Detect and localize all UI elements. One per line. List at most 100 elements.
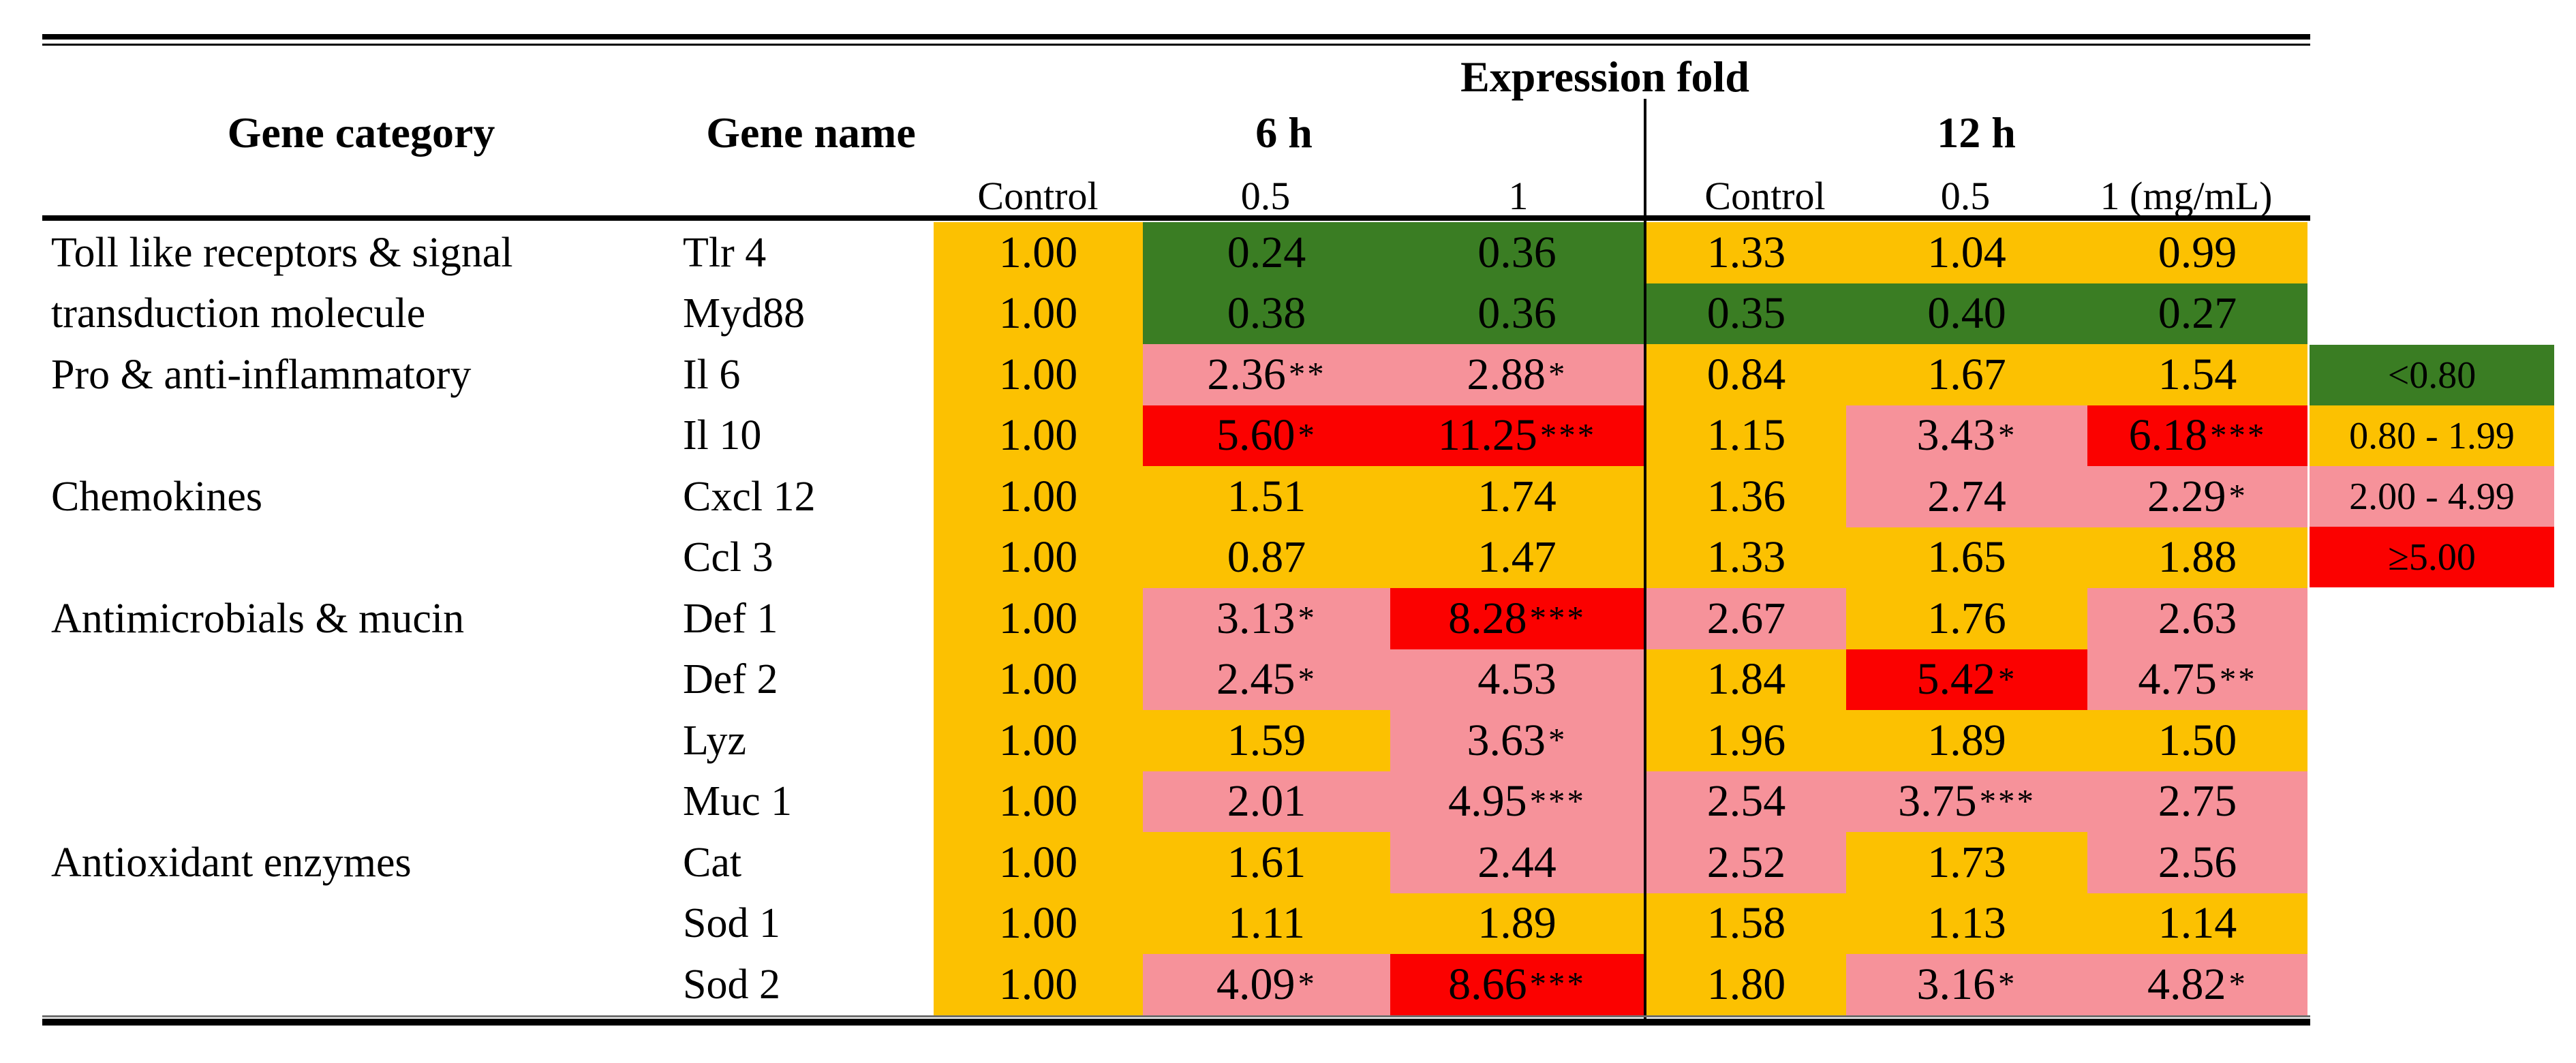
- cell-value: 1.00: [998, 532, 1078, 583]
- heatmap-cell: 0.35: [1646, 283, 1846, 344]
- cell-value: 1.50: [2158, 715, 2237, 765]
- cell-value: 3.75: [1898, 776, 1977, 827]
- significance-stars: *: [1298, 660, 1317, 698]
- heatmap-cell: 3.75 ***: [1846, 771, 2087, 832]
- heatmap-cell: 1.04: [1846, 222, 2087, 283]
- heatmap-cell: 1.33: [1646, 222, 1846, 283]
- cell-value: 1.65: [1927, 532, 2006, 583]
- col-header-6h: 6 h: [1255, 108, 1313, 157]
- cell-value: 1.11: [1227, 898, 1306, 949]
- significance-stars: ***: [1979, 782, 2036, 820]
- cell-value: 1.00: [998, 837, 1078, 887]
- cell-value: 2.01: [1227, 776, 1306, 827]
- significance-stars: *: [1298, 599, 1317, 637]
- cell-value: 1.67: [1927, 349, 2006, 399]
- significance-stars: ***: [1529, 782, 1586, 820]
- cell-value: 1.00: [998, 654, 1078, 705]
- cell-value: 4.95: [1448, 776, 1527, 827]
- cell-value: 3.13: [1216, 593, 1295, 643]
- heatmap-cell: 1.13: [1846, 893, 2087, 954]
- cell-value: 1.51: [1227, 471, 1306, 521]
- heatmap-cell: 0.27: [2087, 283, 2307, 344]
- cell-value: 1.54: [2158, 349, 2237, 399]
- gene-name-label: Sod 2: [683, 961, 780, 1008]
- heatmap-cell: 5.42 *: [1846, 649, 2087, 710]
- cell-value: 1.80: [1706, 959, 1786, 1009]
- cell-value: 6.18: [2128, 410, 2208, 461]
- heatmap-cell: 1.67: [1846, 344, 2087, 405]
- heatmap-cell: 2.88 *: [1390, 344, 1644, 405]
- gene-name-label: Sod 1: [683, 900, 780, 947]
- cell-value: 1.73: [1927, 837, 2006, 887]
- significance-stars: *: [2228, 477, 2248, 515]
- heatmap-cell: 0.99: [2087, 222, 2307, 283]
- heatmap-cell: 4.75 **: [2087, 649, 2307, 710]
- legend-label: 0.80 - 1.99: [2349, 414, 2515, 457]
- cell-value: 4.09: [1216, 959, 1295, 1009]
- cell-value: 4.53: [1477, 654, 1557, 705]
- cell-value: 1.36: [1706, 471, 1786, 521]
- cell-value: 0.38: [1227, 288, 1306, 339]
- gene-category-label: Toll like receptors & signal: [51, 229, 513, 276]
- heatmap-cell: 2.01: [1143, 771, 1390, 832]
- heatmap-cell: 3.43 *: [1846, 405, 2087, 466]
- cell-value: 0.24: [1227, 227, 1306, 277]
- legend-item: <0.80: [2310, 345, 2554, 405]
- significance-stars: *: [1998, 416, 2017, 454]
- cell-value: 1.13: [1927, 898, 2006, 949]
- heatmap-cell: 2.44: [1390, 832, 1644, 893]
- cell-value: 1.00: [998, 349, 1078, 399]
- heatmap-cell: 1.00: [934, 405, 1143, 466]
- gene-name-label: Myd88: [683, 290, 806, 337]
- cell-value: 1.15: [1706, 410, 1786, 461]
- cell-value: 1.33: [1706, 532, 1786, 583]
- heatmap-cell: 1.84: [1646, 649, 1846, 710]
- heatmap-cell: 1.00: [934, 893, 1143, 954]
- subheader-control-12h: Control: [1704, 174, 1826, 218]
- heatmap-cell: 1.65: [1846, 527, 2087, 588]
- heatmap-cell: 4.95 ***: [1390, 771, 1644, 832]
- significance-stars: *: [1298, 965, 1317, 1003]
- significance-stars: *: [1548, 721, 1567, 759]
- top-rule-thick: [42, 34, 2310, 40]
- cell-value: 1.74: [1477, 471, 1557, 521]
- cell-value: 1.58: [1706, 898, 1786, 949]
- gene-name-label: Muc 1: [683, 778, 793, 825]
- significance-stars: *: [1998, 965, 2017, 1003]
- significance-stars: ***: [1539, 416, 1597, 454]
- cell-value: 0.40: [1927, 288, 2006, 339]
- gene-category-label: Chemokines: [51, 473, 262, 520]
- heatmap-cell: 0.24: [1143, 222, 1390, 283]
- heatmap-cell: 1.61: [1143, 832, 1390, 893]
- heatmap-cell: 1.47: [1390, 527, 1644, 588]
- cell-value: 1.59: [1227, 715, 1306, 765]
- heatmap-cell: 0.87: [1143, 527, 1390, 588]
- legend-label: ≥5.00: [2388, 536, 2476, 579]
- heatmap-cell: 1.33: [1646, 527, 1846, 588]
- heatmap-cell: 4.53: [1390, 649, 1644, 710]
- heatmap-cell: 0.84: [1646, 344, 1846, 405]
- gene-name-label: Il 6: [683, 351, 741, 398]
- cell-value: 5.60: [1216, 410, 1295, 461]
- gene-name-label: Cxcl 12: [683, 473, 816, 520]
- significance-stars: *: [2228, 965, 2248, 1003]
- heatmap-cell: 2.36 **: [1143, 344, 1390, 405]
- cell-value: 1.00: [998, 227, 1078, 277]
- heatmap-cell: 2.74: [1846, 466, 2087, 527]
- top-rule-thin: [42, 44, 2310, 46]
- cell-value: 3.16: [1916, 959, 1996, 1009]
- subheader-1-6h: 1: [1508, 174, 1529, 218]
- cell-value: 0.35: [1706, 288, 1786, 339]
- heatmap-cell: 11.25 ***: [1390, 405, 1644, 466]
- cell-value: 1.96: [1706, 715, 1786, 765]
- col-header-gene-category: Gene category: [227, 108, 495, 157]
- bottom-rule-thick: [42, 1019, 2310, 1026]
- significance-stars: **: [2219, 660, 2257, 698]
- cell-value: 0.84: [1706, 349, 1786, 399]
- heatmap-cell: 1.11: [1143, 893, 1390, 954]
- heatmap-cell: 1.00: [934, 466, 1143, 527]
- cell-value: 1.00: [998, 593, 1078, 643]
- cell-value: 1.04: [1927, 227, 2006, 277]
- cell-value: 8.66: [1448, 959, 1527, 1009]
- significance-stars: ***: [2210, 416, 2267, 454]
